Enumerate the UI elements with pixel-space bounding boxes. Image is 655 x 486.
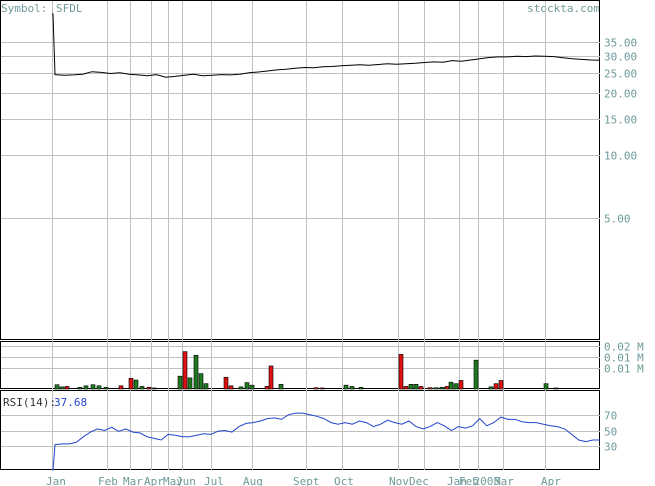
volume-bar [408, 383, 414, 390]
price-tick-label: 35.00 [604, 37, 637, 50]
volume-series [54, 351, 559, 390]
volume-bar [488, 386, 494, 390]
rsi-label: RSI(14): [3, 396, 56, 409]
volume-bar [77, 386, 83, 390]
volume-bar [543, 383, 549, 390]
volume-bar [146, 386, 152, 390]
volume-bar [448, 381, 454, 390]
volume-tick-label: 0.01 M [604, 363, 644, 376]
x-tick-label: Jan 2005 [447, 475, 500, 486]
volume-bar [343, 384, 349, 390]
price-line [52, 13, 601, 78]
rsi-line [52, 412, 600, 471]
price-tick-label: 30.00 [604, 51, 637, 64]
price-tick-label: 15.00 [604, 114, 637, 127]
rsi-value: 37.68 [54, 396, 87, 409]
volume-bar [418, 386, 424, 390]
volume-bar [139, 386, 145, 390]
volume-bar [228, 385, 234, 390]
price-tick-label: 5.00 [604, 213, 631, 226]
rsi-series [52, 412, 600, 471]
x-tick-label: May [163, 475, 183, 486]
volume-bar [249, 384, 255, 390]
volume-bar [458, 380, 464, 390]
volume-bar [54, 384, 60, 390]
volume-bar [453, 383, 459, 390]
x-tick-label: Aug [243, 475, 263, 486]
volume-bar [182, 351, 188, 390]
volume-bar [238, 386, 244, 390]
volume-bar [59, 386, 65, 390]
volume-bar [151, 387, 157, 390]
volume-bar [198, 373, 204, 390]
volume-bar [244, 382, 250, 390]
volume-bar [444, 386, 450, 390]
x-tick-label: Oct [334, 475, 354, 486]
volume-bar [90, 384, 96, 390]
volume-bar [427, 387, 433, 390]
volume-bar [319, 387, 325, 390]
x-tick-label: Dec [409, 475, 429, 486]
volume-panel [0, 341, 600, 389]
volume-tick-label: 0.02 M [604, 341, 644, 354]
x-tick-label: Mar [123, 475, 143, 486]
x-tick-label: Mar [494, 475, 514, 486]
price-tick-label: 25.00 [604, 68, 637, 81]
volume-bar [358, 386, 364, 390]
volume-bar [128, 378, 134, 390]
volume-bar [264, 386, 270, 390]
x-tick-label: Nov [389, 475, 409, 486]
rsi-tick-label: 30 [604, 441, 617, 454]
volume-bar [413, 383, 419, 390]
price-tick-label: 10.00 [604, 150, 637, 163]
volume-bar [133, 379, 139, 390]
volume-bar [493, 383, 499, 390]
x-tick-label: Feb [98, 475, 118, 486]
rsi-panel [0, 390, 600, 470]
volume-bar [96, 385, 102, 390]
x-tick-label: Apr [541, 475, 561, 486]
rsi-tick-label: 70 [604, 410, 617, 423]
volume-bar [398, 354, 404, 390]
volume-bar [403, 386, 409, 390]
volume-bar [498, 380, 504, 390]
volume-bar [193, 354, 199, 390]
symbol-label: Symbol: [1, 2, 47, 15]
volume-bar [349, 386, 355, 390]
volume-bar [64, 386, 70, 390]
symbol-value: SFDL [56, 2, 83, 15]
volume-bar [313, 387, 319, 390]
rsi-tick-label: 50 [604, 426, 617, 439]
volume-bar [177, 375, 183, 390]
volume-bar [278, 383, 284, 390]
volume-bar [433, 387, 439, 390]
volume-bar [223, 376, 229, 390]
x-tick-label: Jul [204, 475, 224, 486]
volume-bar [203, 383, 209, 390]
price-panel [0, 0, 600, 340]
volume-bar [83, 385, 89, 390]
volume-tick-label: 0.01 M [604, 352, 644, 365]
volume-bar [187, 377, 193, 390]
price-series [52, 13, 601, 78]
site-name: stockta.com [527, 2, 600, 15]
volume-bar [473, 359, 479, 390]
volume-bar [103, 386, 109, 390]
volume-bar [553, 387, 559, 390]
volume-bar [268, 365, 274, 390]
price-tick-label: 20.00 [604, 88, 637, 101]
x-tick-label: Sept [293, 475, 320, 486]
x-tick-label: Jan [46, 475, 66, 486]
x-tick-label: Jun [176, 475, 196, 486]
grid-lines [1, 1, 600, 470]
volume-bar [118, 385, 124, 390]
x-tick-label: Apr [144, 475, 164, 486]
volume-bar [439, 386, 445, 390]
x-tick-label: Feb [459, 475, 479, 486]
